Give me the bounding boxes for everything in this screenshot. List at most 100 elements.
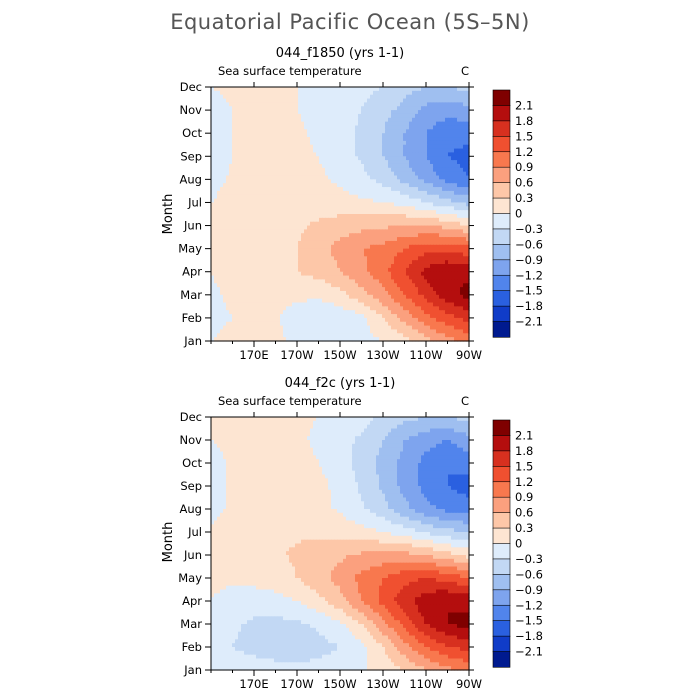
sst-cell [313, 202, 317, 207]
sst-cell [427, 298, 431, 304]
sst-cell [337, 306, 341, 311]
sst-cell [238, 190, 242, 196]
sst-cell [223, 256, 227, 261]
sst-cell [406, 137, 410, 142]
sst-cell [352, 214, 356, 219]
sst-cell [331, 290, 335, 296]
sst-cell [229, 198, 233, 204]
sst-cell [259, 287, 263, 292]
sst-cell [433, 129, 437, 134]
sst-cell [439, 221, 443, 227]
sst-cell [277, 298, 281, 304]
sst-cell [466, 229, 470, 234]
sst-cell [454, 264, 458, 269]
sst-cell [331, 187, 335, 192]
sst-cell [430, 152, 434, 157]
sst-cell [253, 90, 257, 96]
sst-cell [247, 183, 251, 188]
sst-cell [442, 264, 446, 269]
sst-cell [337, 233, 341, 238]
sst-cell [256, 87, 260, 92]
sst-cell [394, 102, 398, 107]
sst-cell [259, 144, 263, 150]
sst-cell [298, 229, 302, 234]
sst-cell [421, 194, 425, 200]
sst-cell [346, 98, 350, 103]
sst-cell [430, 275, 434, 281]
sst-cell [385, 106, 389, 111]
sst-cell [217, 302, 221, 307]
sst-cell [289, 225, 293, 230]
sst-cell [271, 98, 275, 103]
sst-cell [274, 183, 278, 188]
sst-cell [226, 214, 230, 219]
sst-cell [346, 290, 350, 296]
sst-cell [445, 287, 449, 292]
sst-cell [382, 90, 386, 96]
sst-cell [253, 256, 257, 261]
sst-cell [268, 298, 272, 304]
sst-cell [331, 275, 335, 281]
sst-cell [247, 87, 251, 92]
sst-cell [400, 287, 404, 292]
sst-cell [223, 287, 227, 292]
sst-cell [451, 206, 455, 211]
sst-cell [298, 256, 302, 261]
sst-cell [289, 94, 293, 100]
sst-cell [319, 110, 323, 115]
sst-cell [253, 206, 257, 211]
sst-cell [418, 306, 422, 311]
sst-cell [400, 279, 404, 284]
sst-cell [250, 237, 254, 242]
sst-cell [427, 98, 431, 103]
sst-cell [226, 183, 230, 188]
sst-cell [433, 256, 437, 261]
sst-cell [448, 271, 452, 277]
sst-cell [361, 267, 365, 273]
sst-cell [379, 302, 383, 307]
sst-cell [220, 187, 224, 192]
sst-cell [325, 90, 329, 96]
sst-cell [301, 210, 305, 215]
sst-cell [256, 133, 260, 138]
sst-cell [238, 306, 242, 311]
sst-cell [226, 110, 230, 115]
sst-cell [289, 113, 293, 119]
sst-cell [361, 171, 365, 177]
sst-cell [247, 137, 251, 142]
sst-cell [343, 190, 347, 196]
sst-cell [364, 252, 368, 257]
sst-cell [433, 202, 437, 207]
sst-cell [436, 240, 440, 246]
sst-cell [421, 106, 425, 111]
sst-cell [277, 121, 281, 127]
sst-cell [235, 210, 239, 215]
sst-cell [256, 175, 260, 180]
sst-cell [358, 306, 362, 311]
sst-cell [448, 256, 452, 261]
sst-cell [343, 221, 347, 227]
sst-cell [445, 290, 449, 296]
sst-cell [463, 306, 467, 311]
sst-cell [466, 183, 470, 188]
sst-cell [322, 248, 326, 254]
sst-cell [262, 202, 266, 207]
sst-cell [448, 187, 452, 192]
sst-cell [274, 190, 278, 196]
sst-cell [361, 248, 365, 254]
sst-cell [280, 190, 284, 196]
sst-cell [397, 167, 401, 173]
sst-cell [370, 221, 374, 227]
sst-cell [319, 156, 323, 161]
sst-cell [232, 187, 236, 192]
sst-cell [319, 275, 323, 281]
sst-cell [445, 179, 449, 184]
sst-cell [280, 152, 284, 157]
sst-cell [241, 110, 245, 115]
sst-cell [310, 90, 314, 96]
sst-cell [223, 129, 227, 134]
sst-cell [406, 229, 410, 234]
sst-cell [361, 217, 365, 223]
sst-cell [316, 187, 320, 192]
sst-cell [238, 187, 242, 192]
